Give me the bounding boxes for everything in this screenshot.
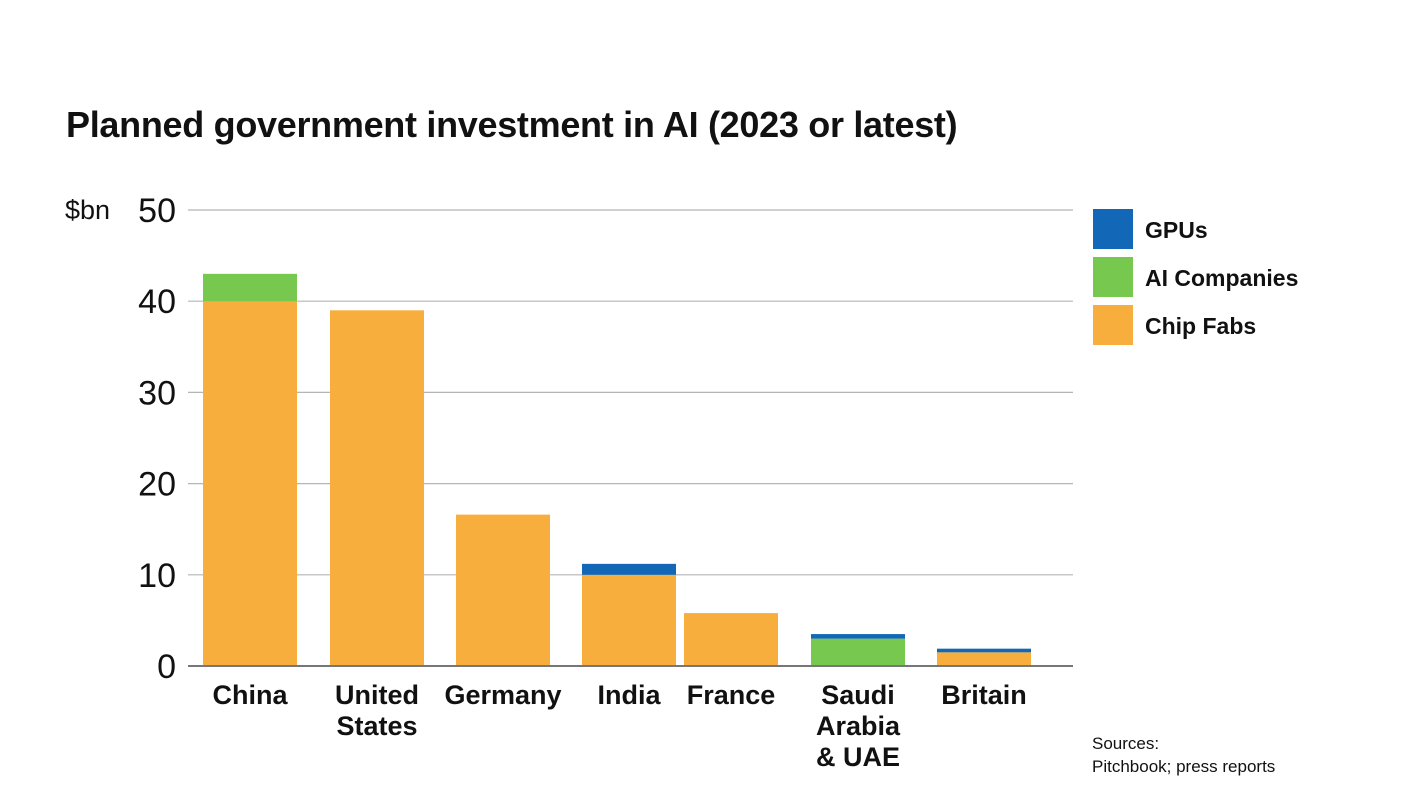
y-axis-unit-label: $bn: [65, 195, 110, 225]
bar-britain-chip-fabs: [937, 652, 1031, 666]
gridlines: [188, 209, 1073, 576]
bar-india-gpus: [582, 563, 676, 575]
y-tick-label: 30: [138, 374, 176, 412]
legend: GPUs AI Companies Chip Fabs: [1093, 209, 1298, 345]
legend-label-ai-companies: AI Companies: [1145, 265, 1298, 291]
x-tick-label: Britain: [941, 680, 1027, 710]
y-tick-label: 0: [157, 648, 176, 686]
y-tick-label: 20: [138, 466, 176, 504]
source-value: Pitchbook; press reports: [1092, 757, 1276, 776]
bar-saudi-arabia-uae-ai-companies: [811, 638, 905, 666]
x-tick-label: France: [687, 680, 776, 710]
x-tick-label: Saudi Arabia & UAE: [816, 680, 901, 772]
x-tick-label: India: [597, 680, 661, 710]
chart-title: Planned government investment in AI (202…: [66, 104, 958, 145]
legend-swatch-gpus: [1093, 209, 1133, 249]
source-label: Sources:: [1092, 734, 1160, 753]
bar-china-chip-fabs: [203, 301, 297, 666]
x-tick-label: China: [212, 680, 288, 710]
source-note: Sources: Pitchbook; press reports: [1092, 732, 1275, 778]
y-tick-label: 50: [138, 192, 176, 230]
bar-china-ai-companies: [203, 273, 297, 302]
legend-swatch-chip-fabs: [1093, 305, 1133, 345]
legend-swatch-ai-companies: [1093, 257, 1133, 297]
bar-britain-gpus: [937, 648, 1031, 653]
bar-united-states-chip-fabs: [330, 310, 424, 666]
bar-france-chip-fabs: [684, 613, 778, 666]
bar-saudi-arabia-uae-gpus: [811, 634, 905, 639]
y-tick-label: 10: [138, 557, 176, 595]
bar-germany-chip-fabs: [456, 514, 550, 666]
y-tick-label: 40: [138, 283, 176, 321]
bar-india-chip-fabs: [582, 574, 676, 666]
x-tick-label: Germany: [444, 680, 561, 710]
bars: [203, 273, 1031, 666]
x-tick-label: United States: [335, 680, 419, 741]
legend-label-chip-fabs: Chip Fabs: [1145, 313, 1256, 339]
axes: 0 10 20 30 40 50 $bn China United States Germany In…: [65, 192, 1073, 772]
legend-label-gpus: GPUs: [1145, 217, 1208, 243]
